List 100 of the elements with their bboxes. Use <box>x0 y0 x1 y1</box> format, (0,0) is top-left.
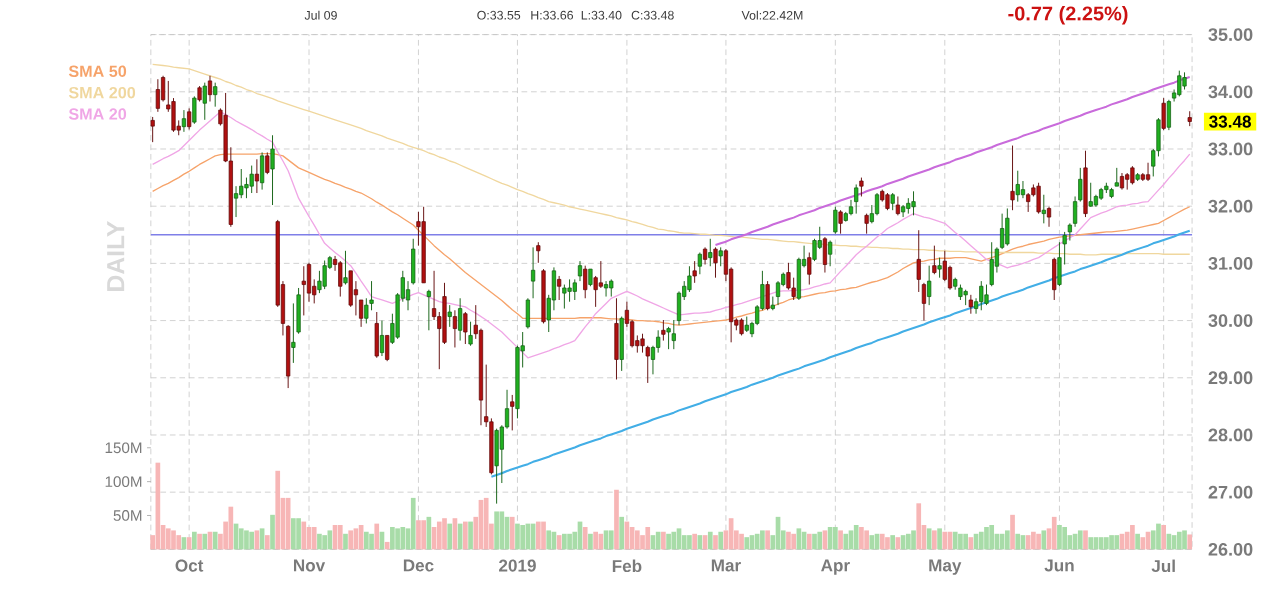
bar <box>1004 530 1010 550</box>
candlestick <box>187 107 192 130</box>
x-tick-label: Apr <box>821 559 850 575</box>
candlestick <box>671 319 676 350</box>
bar <box>447 523 453 550</box>
bar <box>1010 514 1015 550</box>
bar <box>301 521 307 550</box>
candlestick <box>1010 144 1015 211</box>
y2-tick-label: 100M <box>105 476 142 487</box>
bar <box>285 497 291 550</box>
y-tick-label: 31.00 <box>1208 256 1253 270</box>
x-tick-label: Nov <box>293 559 326 572</box>
candlestick <box>207 75 213 102</box>
candlestick <box>1114 167 1119 187</box>
bar <box>509 516 515 550</box>
bar <box>853 524 859 550</box>
bar <box>718 531 724 550</box>
x-tick-label: Jun <box>1044 559 1074 572</box>
candlestick <box>343 250 348 285</box>
candlestick <box>1072 195 1078 228</box>
candlestick <box>150 116 155 143</box>
x-tick-label: 2019 <box>499 559 536 572</box>
text: Jul 09 <box>304 10 337 20</box>
bar <box>661 531 666 550</box>
bar <box>932 530 937 550</box>
candlestick <box>1062 231 1067 265</box>
bar <box>212 531 218 550</box>
candlestick <box>921 282 927 321</box>
bar <box>1083 530 1088 550</box>
bar <box>264 535 270 550</box>
bar <box>202 533 208 550</box>
x-tick-label: Dec <box>403 559 434 572</box>
y-tick-label: 28.00 <box>1208 428 1253 442</box>
bar <box>1088 537 1094 550</box>
y-tick-label: 34.00 <box>1208 85 1253 99</box>
candlestick <box>536 241 541 264</box>
bar <box>311 526 317 550</box>
bar <box>1161 524 1167 550</box>
bar <box>608 530 614 550</box>
candlestick <box>557 275 562 301</box>
bar <box>1135 533 1140 550</box>
candlestick <box>359 299 364 328</box>
bar <box>869 535 875 550</box>
bar <box>926 528 932 550</box>
candlestick <box>379 319 385 357</box>
candlestick <box>265 151 270 175</box>
candlestick <box>1067 222 1072 241</box>
bar <box>270 514 275 550</box>
candlestick <box>291 302 296 364</box>
candlestick <box>583 265 588 299</box>
bar <box>588 533 593 550</box>
candlestick <box>968 294 973 315</box>
y-tick-label: 29.00 <box>1208 371 1253 385</box>
candlestick <box>713 246 718 279</box>
candlestick <box>661 319 666 341</box>
bar <box>942 531 948 550</box>
candlestick <box>645 345 650 384</box>
text: SMA 50 <box>68 65 127 77</box>
candlestick <box>181 109 187 133</box>
candlestick <box>270 134 275 206</box>
candlestick <box>895 195 900 216</box>
x-tick-label: Mar <box>711 559 741 572</box>
bar <box>1077 530 1083 550</box>
bar <box>916 503 922 550</box>
bar <box>1015 533 1021 550</box>
candlestick <box>833 206 838 235</box>
candlestick <box>577 260 583 282</box>
y2-tick-label: 50M <box>113 510 142 521</box>
candlestick <box>426 289 431 331</box>
text: O:33.55 <box>477 10 521 20</box>
bar <box>890 535 896 550</box>
y-tick-label: 33.00 <box>1208 142 1253 156</box>
bar <box>655 531 661 550</box>
candlestick <box>369 280 374 311</box>
bar <box>765 530 770 550</box>
candlestick <box>854 183 859 214</box>
bar <box>1051 516 1057 550</box>
bar <box>619 516 625 550</box>
bar <box>744 537 750 550</box>
bar <box>275 470 281 550</box>
candlestick <box>708 238 713 267</box>
bar <box>348 530 354 550</box>
candlestick <box>697 251 702 275</box>
candlestick <box>927 265 932 306</box>
bar <box>374 523 380 550</box>
bar <box>197 533 202 550</box>
candlestick <box>463 311 468 345</box>
bar <box>192 531 197 550</box>
candlestick <box>510 394 515 431</box>
y-tick-label: 35.00 <box>1208 28 1253 41</box>
y2-tick-label: 150M <box>105 442 142 454</box>
bar <box>343 533 348 550</box>
candlestick <box>838 209 843 235</box>
bar <box>337 524 343 550</box>
candlestick <box>254 158 259 194</box>
text: Vol:22.42M <box>741 10 803 20</box>
bar <box>937 528 942 550</box>
x-tick-label: Feb <box>612 559 642 572</box>
candlestick <box>932 245 937 275</box>
y-tick-label: 32.00 <box>1208 199 1253 213</box>
